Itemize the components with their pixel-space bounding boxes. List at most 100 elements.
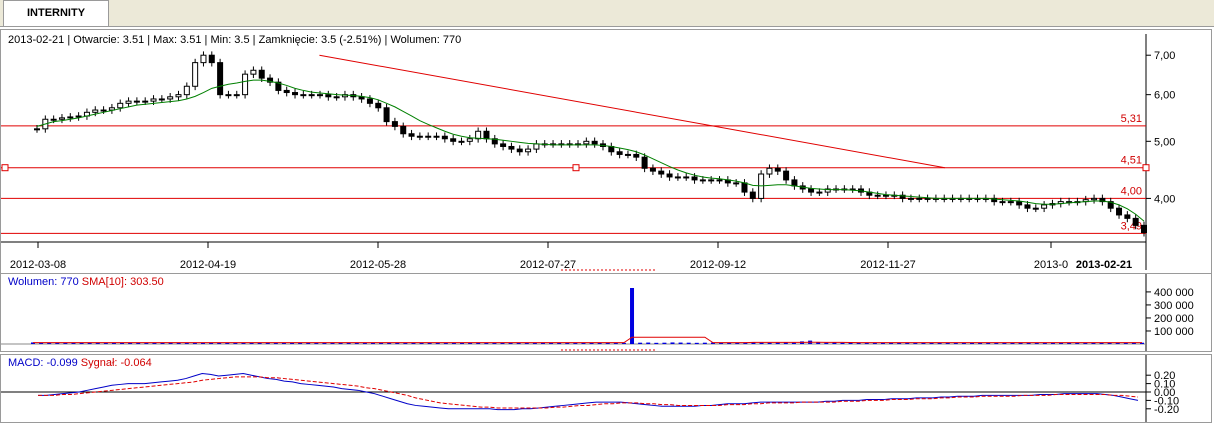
volume-bar xyxy=(532,342,537,344)
tab-bar: INTERNITY xyxy=(0,0,1214,27)
volume-bar xyxy=(710,342,715,344)
volume-bar xyxy=(524,342,529,344)
macd-chart[interactable]: -0.20-0.100.000.100.20 xyxy=(1,355,1211,422)
candle-body xyxy=(333,96,340,99)
volume-bar xyxy=(540,342,545,344)
volume-bar xyxy=(1123,342,1128,344)
volume-bar xyxy=(1026,342,1031,344)
price-chart[interactable]: 4,00 5,00 6,00 7,00 2012-03-08 2012-04-19 2012… xyxy=(1,30,1211,280)
candle-body xyxy=(400,125,407,135)
volume-bar xyxy=(152,342,157,344)
volume-bar xyxy=(597,342,602,344)
volume-bar xyxy=(403,342,408,344)
candle-body xyxy=(267,77,274,83)
volume-bar xyxy=(767,342,772,344)
candle-body xyxy=(258,69,265,79)
y-tick-label: 300 000 xyxy=(1154,300,1194,312)
volume-bar xyxy=(1067,342,1072,344)
volume-bar xyxy=(694,342,699,344)
candle-body xyxy=(1107,201,1114,209)
volume-bar xyxy=(961,342,966,344)
candle-body xyxy=(1032,207,1039,210)
volume-bar xyxy=(929,342,934,344)
candle-body xyxy=(741,182,748,193)
tab-internity[interactable]: INTERNITY xyxy=(3,0,109,26)
volume-bar xyxy=(686,342,691,344)
volume-bar xyxy=(986,342,991,344)
candle-body xyxy=(899,194,906,199)
volume-bar xyxy=(160,342,165,344)
volume-bar xyxy=(484,342,489,344)
volume-bar xyxy=(476,342,481,344)
volume-bar xyxy=(735,342,740,344)
volume-bar xyxy=(168,342,173,344)
candle-body xyxy=(425,135,432,138)
candle-body xyxy=(441,135,448,140)
volume-bar xyxy=(970,342,975,344)
legend-signal: Sygnał: -0.064 xyxy=(80,357,152,369)
candle-body xyxy=(133,100,140,103)
legend-macd: MACD: -0.099 xyxy=(8,357,78,369)
volume-bar xyxy=(241,342,246,344)
volume-bar xyxy=(953,342,958,344)
x-tick-label: 2012-04-19 xyxy=(180,259,236,271)
candle-body xyxy=(733,182,740,185)
volume-bar xyxy=(848,342,853,344)
x-tick-label: 2013-02-21 xyxy=(1076,259,1132,271)
candle-body xyxy=(874,194,881,197)
candle-body xyxy=(250,69,257,75)
volume-bar xyxy=(468,342,473,344)
volume-bar xyxy=(500,342,505,344)
y-tick-label: -0.20 xyxy=(1154,404,1179,416)
candle-body xyxy=(1041,204,1048,209)
volume-bar xyxy=(775,342,780,344)
candle-body xyxy=(907,197,914,200)
candle-body xyxy=(533,143,540,150)
volume-bar xyxy=(87,342,92,344)
candle-body xyxy=(75,115,82,118)
candle-body xyxy=(791,179,798,187)
volume-bar xyxy=(103,342,108,344)
y-tick-label: 0.10 xyxy=(1154,379,1175,391)
volume-bar xyxy=(111,342,116,344)
volume-bar xyxy=(589,342,594,344)
candle-body xyxy=(158,98,165,101)
volume-bar xyxy=(298,342,303,344)
volume-bar xyxy=(144,342,149,344)
y-tick-label: 400 000 xyxy=(1154,287,1194,299)
candle-body xyxy=(508,145,515,150)
candle-body xyxy=(500,143,507,147)
level-label: 4,51 xyxy=(1121,155,1142,167)
candle-body xyxy=(316,94,323,97)
x-tick-label: 2012-11-27 xyxy=(860,259,915,271)
level-label: 3,49 xyxy=(1121,220,1142,232)
candle-body xyxy=(816,191,823,194)
candle-body xyxy=(916,197,923,200)
candle-body xyxy=(1024,204,1031,209)
volume-bar xyxy=(411,342,416,344)
candle-body xyxy=(408,133,415,137)
volume-bar xyxy=(743,342,748,344)
candle-body xyxy=(92,109,99,113)
volume-bar xyxy=(314,342,319,344)
candle-body xyxy=(1116,207,1123,216)
volume-bar xyxy=(225,342,230,344)
volume-bar xyxy=(460,342,465,344)
volume-bar xyxy=(905,342,910,344)
volume-bar xyxy=(192,342,197,344)
header-max: Max: 3.51 xyxy=(153,34,202,46)
volume-bar xyxy=(889,342,894,344)
candle-body xyxy=(666,173,673,178)
candle-body xyxy=(824,188,831,193)
candle-body xyxy=(34,128,40,131)
volume-bar xyxy=(1010,342,1015,344)
candle-body xyxy=(50,118,57,121)
volume-bar xyxy=(1018,342,1023,344)
candle-body xyxy=(641,156,648,169)
volume-bar xyxy=(702,342,707,344)
volume-bar xyxy=(549,342,554,344)
y-tick-label: 5,00 xyxy=(1154,136,1175,148)
volume-bar xyxy=(379,342,384,344)
candle-body xyxy=(433,135,440,138)
